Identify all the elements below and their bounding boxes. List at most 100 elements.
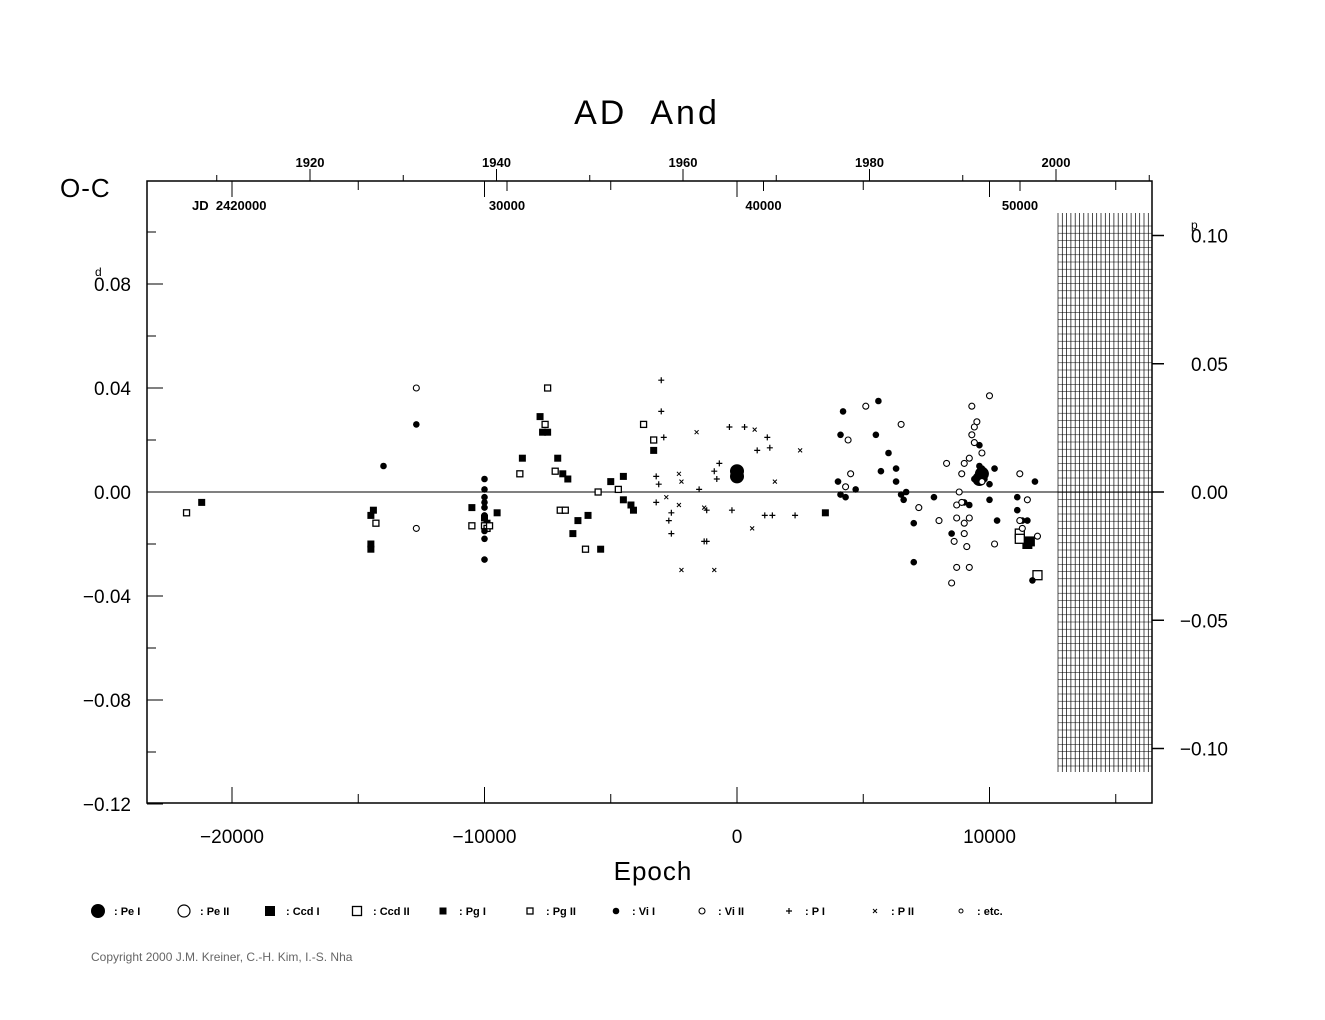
data-point-vi1 <box>481 512 488 519</box>
data-point-vi2 <box>1023 496 1031 504</box>
x-tick-label: −10000 <box>453 827 517 848</box>
legend-symbol-p2 <box>872 908 878 914</box>
data-point-vi1 <box>1029 577 1036 584</box>
data-point-p2 <box>663 494 669 500</box>
legend-symbol-etc <box>958 908 964 914</box>
data-point-p1 <box>711 468 718 475</box>
legend-label: : P I <box>805 906 825 918</box>
data-point-p2 <box>772 479 778 484</box>
data-point-pg1 <box>821 509 829 517</box>
data-point-vi1 <box>885 449 892 457</box>
y-tick-label: −0.12 <box>83 795 131 816</box>
jd-tick-label: 30000 <box>489 198 525 213</box>
data-point-pg1 <box>559 470 567 478</box>
data-point-vi2 <box>970 439 978 447</box>
data-point-ccd2 <box>1014 533 1025 544</box>
y-right-tick-label: 0.10 <box>1191 227 1228 248</box>
data-point-p2 <box>676 502 682 508</box>
data-point-vi2 <box>847 470 855 478</box>
data-point-vi1 <box>481 556 488 563</box>
legend-label: : etc. <box>977 906 1003 918</box>
year-tick-label: 1940 <box>482 155 511 170</box>
data-point-p2 <box>711 567 717 573</box>
y-tick-label: 0.00 <box>94 483 131 504</box>
data-point-vi1 <box>1013 493 1021 501</box>
data-point-vi2 <box>412 524 420 532</box>
data-point-pg2 <box>182 509 191 517</box>
data-point-vi1 <box>481 499 488 506</box>
data-point-pg2 <box>468 522 476 530</box>
y-tick-label: −0.04 <box>83 587 132 608</box>
data-point-vi1 <box>897 491 905 498</box>
data-point-p1 <box>769 512 776 519</box>
legend-symbol-vi1 <box>612 907 620 915</box>
data-point-pg2 <box>372 519 380 527</box>
prediction-grid <box>1057 213 1152 772</box>
data-point-vi2 <box>973 418 981 426</box>
data-point-vi1 <box>413 421 420 428</box>
data-point-p1 <box>726 424 733 430</box>
legend-symbol-ccd2 <box>351 905 363 917</box>
data-point-vi1 <box>875 397 882 405</box>
data-point-vi1 <box>877 467 885 475</box>
data-point-vi2 <box>1033 532 1042 540</box>
data-point-pg2 <box>639 420 648 429</box>
y-axis-title: O-C <box>60 173 111 203</box>
year-tick-label: 1920 <box>296 155 325 170</box>
data-point-vi2 <box>978 449 986 457</box>
legend-label: : Pe I <box>114 906 140 918</box>
legend-symbol-pe2 <box>177 904 191 918</box>
legend-symbol-vi2 <box>698 907 706 915</box>
jd-tick-label: 50000 <box>1002 198 1038 213</box>
x-axis-title: Epoch <box>614 856 693 886</box>
data-point-pg1 <box>539 428 547 436</box>
data-point-pg1 <box>564 475 572 483</box>
data-point-pg1 <box>367 511 375 519</box>
jd-tick-label: 40000 <box>745 198 781 213</box>
data-point-vi2 <box>862 402 870 410</box>
data-point-vi1 <box>837 491 844 498</box>
data-point-pg1 <box>493 509 501 517</box>
data-point-pg1 <box>619 472 627 480</box>
legend-symbol-pg2 <box>526 907 534 915</box>
y-right-tick-label: 0.05 <box>1191 355 1228 376</box>
data-point-p1 <box>766 444 773 451</box>
data-point-pg1 <box>650 446 658 454</box>
data-point-vi1 <box>892 478 900 485</box>
data-point-vi2 <box>978 478 986 486</box>
data-point-p1 <box>764 434 771 441</box>
data-point-pg1 <box>619 496 627 504</box>
x-axis-ticks: −20000 −10000 0 10000 <box>200 181 1117 848</box>
data-point-pg2 <box>516 470 524 478</box>
data-point-vi1 <box>900 496 907 504</box>
data-point-p1 <box>658 408 665 415</box>
x-tick-label: 0 <box>732 827 743 848</box>
data-point-vi2 <box>958 498 966 506</box>
data-point-vi1 <box>481 493 488 501</box>
year-tick-label: 1960 <box>669 155 698 170</box>
data-point-vi1 <box>872 431 880 439</box>
data-point-pg1 <box>544 428 552 436</box>
data-point-pg1 <box>367 545 375 553</box>
data-point-vi2 <box>953 563 961 571</box>
data-point-pg1 <box>468 504 476 512</box>
data-point-pg2 <box>551 467 559 475</box>
data-point-p1 <box>660 434 667 441</box>
legend-label: : Ccd II <box>373 906 410 918</box>
legend-label: : Vi I <box>632 906 655 918</box>
data-point-pg2 <box>614 485 622 494</box>
data-point-pg1 <box>198 498 206 506</box>
legend-label: : Ccd I <box>286 906 320 918</box>
legend-label: : Pg II <box>546 906 576 918</box>
data-point-vi1 <box>986 480 993 488</box>
data-point-vi2 <box>968 402 976 410</box>
data-point-p1 <box>653 499 660 506</box>
data-point-pg1 <box>369 506 377 514</box>
data-point-p1 <box>741 424 748 430</box>
data-point-vi2 <box>950 537 958 545</box>
data-point-pg2 <box>581 545 590 553</box>
data-point-vi1 <box>481 475 488 483</box>
data-point-vi2 <box>844 436 852 444</box>
data-point-pg1 <box>367 540 375 548</box>
